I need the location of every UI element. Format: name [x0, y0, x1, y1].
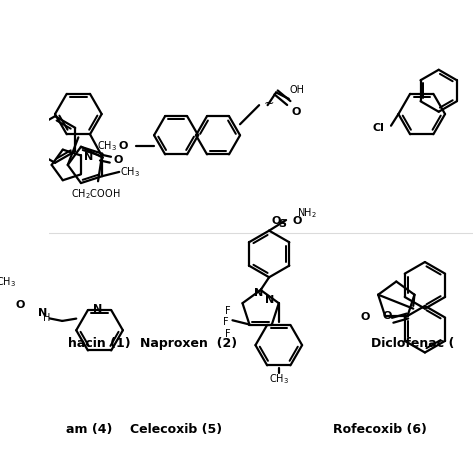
- Text: Naproxen  (2): Naproxen (2): [140, 337, 237, 350]
- Text: NH$_2$: NH$_2$: [297, 206, 317, 220]
- Text: Cl: Cl: [373, 123, 384, 133]
- Text: OH: OH: [290, 84, 305, 94]
- Text: CH$_3$: CH$_3$: [97, 139, 118, 153]
- Text: O: O: [292, 217, 302, 227]
- Text: O: O: [271, 217, 281, 227]
- Text: Celecoxib (5): Celecoxib (5): [130, 423, 222, 436]
- Text: N: N: [265, 294, 274, 304]
- Text: CH$_2$COOH: CH$_2$COOH: [71, 188, 120, 201]
- Text: O: O: [118, 141, 128, 151]
- Text: O: O: [113, 155, 123, 164]
- Text: O: O: [292, 107, 301, 117]
- Text: N: N: [93, 304, 102, 314]
- Text: CH$_3$: CH$_3$: [269, 373, 289, 386]
- Text: ~: ~: [264, 97, 274, 109]
- Text: F: F: [225, 329, 230, 339]
- Text: F: F: [223, 318, 228, 328]
- Text: N: N: [254, 288, 263, 298]
- Text: O: O: [360, 312, 370, 322]
- Text: Rofecoxib (6): Rofecoxib (6): [333, 423, 427, 436]
- Text: am (4): am (4): [65, 423, 112, 436]
- Text: hacin (1): hacin (1): [68, 337, 130, 350]
- Text: F: F: [225, 306, 230, 316]
- Text: N: N: [38, 308, 47, 319]
- Text: O: O: [15, 301, 25, 310]
- Text: S: S: [278, 219, 286, 228]
- Text: CH$_3$: CH$_3$: [0, 275, 16, 289]
- Text: Diclofenac (: Diclofenac (: [371, 337, 454, 350]
- Text: CH$_3$: CH$_3$: [120, 165, 140, 179]
- Text: H: H: [43, 312, 50, 322]
- Text: O: O: [382, 311, 392, 321]
- Text: N: N: [84, 152, 93, 162]
